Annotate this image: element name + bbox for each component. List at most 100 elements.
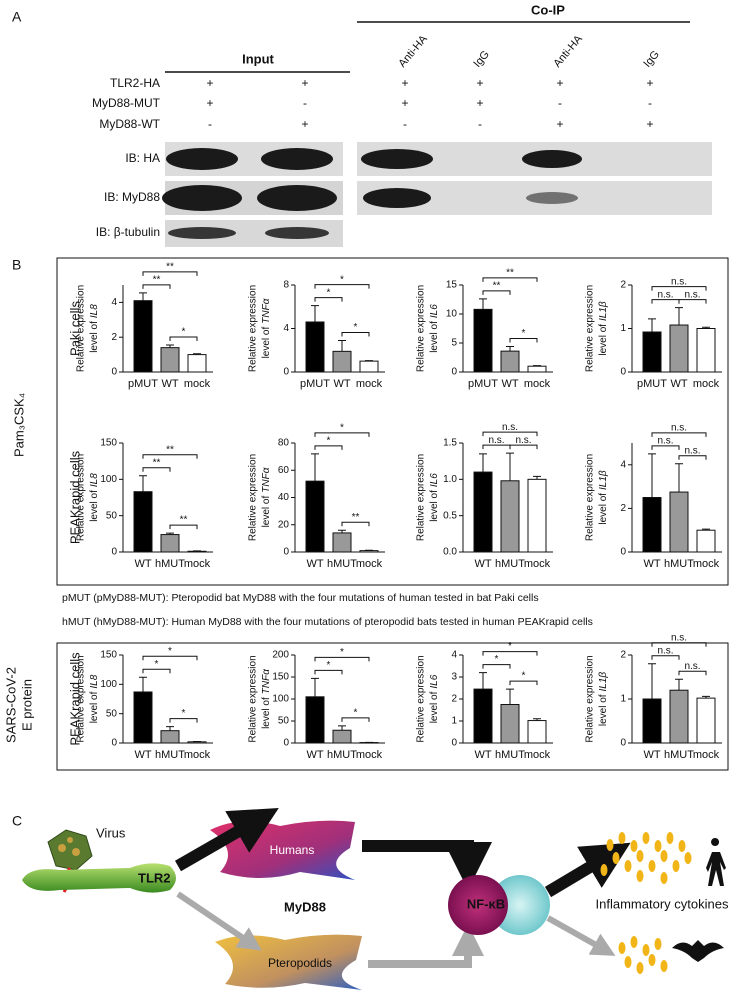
band [162,185,242,211]
y-label: Relative expression [416,285,427,372]
y-tick-label: 50 [278,716,290,727]
error-bar [479,298,487,310]
error-bar [166,726,174,731]
sig-label: * [327,436,331,447]
nfkb-subunit [490,875,550,935]
sign: + [556,76,563,90]
sig-label: ** [352,512,360,523]
error-bar [675,463,683,493]
y-tick-label: 20 [278,519,290,530]
label: Humans [270,843,315,857]
y-label: level of IL1β [598,470,609,525]
sig-bracket [142,668,171,674]
bar [669,491,689,553]
y-tick-label: 0 [451,367,457,378]
sign: + [401,96,408,110]
sig-bracket [314,284,370,289]
y-tick-label: 0 [283,367,289,378]
y-tick-label: 10 [446,309,458,320]
y-label-part: level of [89,490,100,522]
x-tick-label: pMUT [300,378,330,390]
gene-name: IL1β [598,301,609,321]
y-tick-label: 0 [111,367,117,378]
y-label: Relative expression [585,655,596,742]
error-bar [193,353,201,355]
error-bar [338,529,346,533]
error-bar [139,676,147,692]
sig-bracket [341,331,370,337]
row-label: TLR2-HA [110,76,160,90]
y-tick-label: 50 [106,510,118,521]
cytokine [672,860,680,872]
y-label-part: level of [598,324,609,356]
band [265,227,329,239]
bat-icon [672,940,724,962]
bar [500,704,520,744]
band [522,150,582,168]
gene-name: IL8 [89,304,100,318]
sig-label: n.s. [657,289,673,300]
sig-bracket [651,445,680,450]
sig-bracket [509,680,538,686]
y-tick-label: 1 [620,323,626,334]
sig-label: n.s. [657,645,673,656]
label: TLR2 [138,870,171,885]
sign: - [478,117,482,131]
bar [500,350,520,373]
sig-bracket [482,290,511,295]
sig-label: n.s. [684,661,700,672]
band [261,148,333,170]
y-label-part: level of [429,321,440,353]
bar [696,529,716,553]
virus-dot [72,848,80,856]
sig-label: ** [166,444,174,455]
error-bar [648,318,656,332]
y-tick-label: 0 [451,738,457,749]
label: Virus [96,825,126,840]
sig-bracket [314,297,343,302]
bar [669,689,689,744]
panel-label: A [12,9,22,25]
bar [359,550,379,553]
y-label: level of IL8 [89,473,100,522]
y-tick-label: 100 [272,694,289,705]
group-header: Co-IP [531,2,565,17]
sig-bracket [142,467,171,472]
y-label-part: level of [261,327,272,359]
y-label: Relative expression [76,454,87,541]
bar [133,491,153,553]
cytokine [660,850,668,862]
y-tick-label: 2 [451,694,457,705]
x-tick-label: WT [643,749,660,761]
sig-bracket [314,669,343,675]
sig-label: * [508,641,512,652]
x-tick-label: hMUT [664,749,694,761]
y-tick-label: 40 [278,492,290,503]
error-bar [166,532,174,535]
error-bar [533,475,541,480]
y-label-part: level of [261,697,272,729]
row-label: MyD88-WT [99,117,160,131]
x-tick-label: mock [524,378,551,390]
sign: - [403,117,407,131]
error-bar [675,678,683,691]
x-tick-label: hMUT [495,558,525,570]
bar [332,729,352,744]
error-bar [702,326,710,329]
y-label-part: level of [429,490,440,522]
x-tick-label: hMUT [155,749,185,761]
x-tick-label: mock [356,558,383,570]
sig-bracket [169,524,198,530]
label: Inflammatory cytokines [596,896,729,911]
sign: + [476,76,483,90]
error-bar [479,453,487,473]
sig-bracket [142,454,198,459]
y-label: level of IL6 [429,304,440,353]
bar [133,300,153,373]
sig-bracket [142,284,171,289]
cytokine [642,944,650,956]
bar [527,365,547,373]
note: hMUT (hMyD88-MUT): Human MyD88 with the … [62,616,593,628]
x-tick-label: WT [333,378,350,390]
